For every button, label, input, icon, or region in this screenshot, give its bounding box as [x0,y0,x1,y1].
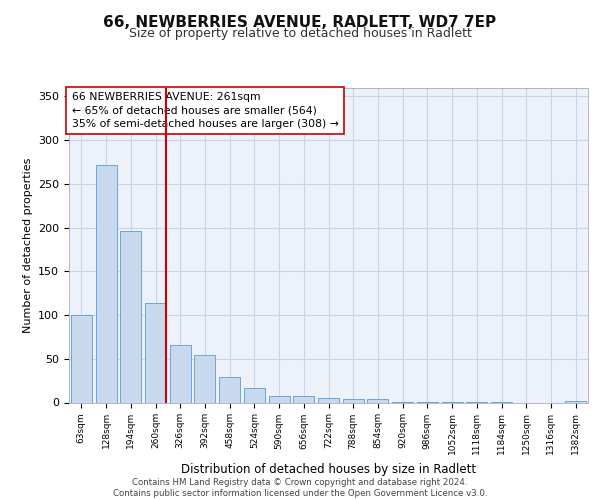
Bar [170,345,191,403]
Text: Contains HM Land Registry data © Crown copyright and database right 2024.
Contai: Contains HM Land Registry data © Crown c… [113,478,487,498]
Bar [343,399,364,402]
Text: 66 NEWBERRIES AVENUE: 261sqm
← 65% of detached houses are smaller (564)
35% of s: 66 NEWBERRIES AVENUE: 261sqm ← 65% of de… [71,92,338,128]
Bar [219,377,240,402]
Text: 66, NEWBERRIES AVENUE, RADLETT, WD7 7EP: 66, NEWBERRIES AVENUE, RADLETT, WD7 7EP [103,15,497,30]
Bar [565,401,586,402]
Text: Size of property relative to detached houses in Radlett: Size of property relative to detached ho… [128,28,472,40]
Bar [194,355,215,403]
Bar [367,399,388,402]
Bar [318,398,339,402]
Bar [145,302,166,402]
Bar [95,164,116,402]
Bar [71,315,92,402]
Y-axis label: Number of detached properties: Number of detached properties [23,158,32,332]
Bar [244,388,265,402]
Bar [269,396,290,402]
X-axis label: Distribution of detached houses by size in Radlett: Distribution of detached houses by size … [181,462,476,475]
Bar [120,231,141,402]
Bar [293,396,314,402]
